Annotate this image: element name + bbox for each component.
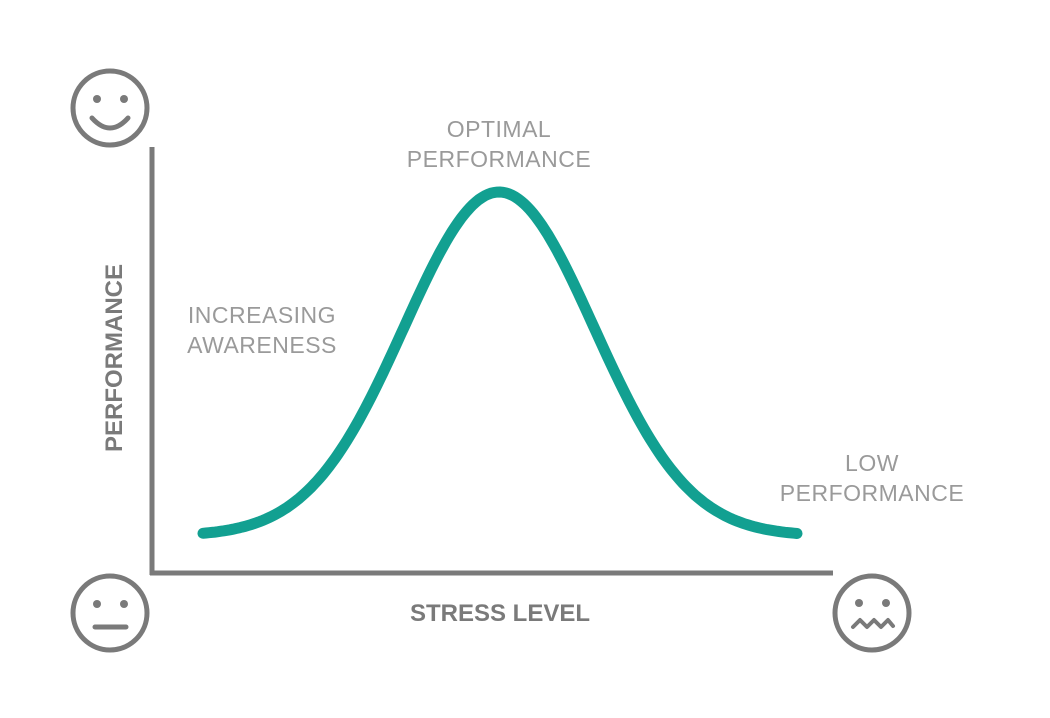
annotation-falling: LOW PERFORMANCE [780, 450, 964, 506]
annotation-rising-line-2: AWARENESS [187, 332, 337, 358]
annotation-rising-line-1: INCREASING [188, 302, 336, 328]
x-axis-label: STRESS LEVEL [410, 600, 590, 627]
neutral-face-icon [70, 573, 150, 653]
performance-curve [197, 186, 803, 539]
y-axis-label: PERFORMANCE [101, 264, 128, 452]
annotation-peak: OPTIMAL PERFORMANCE [407, 116, 591, 172]
annotation-rising: INCREASING AWARENESS [187, 302, 337, 358]
annotation-peak-line-2: PERFORMANCE [407, 146, 591, 172]
axes [149, 147, 833, 576]
annotation-falling-line-2: PERFORMANCE [780, 480, 964, 506]
annotation-peak-line-1: OPTIMAL [447, 116, 551, 142]
anxious-face-icon [832, 573, 912, 653]
annotation-falling-line-1: LOW [845, 450, 899, 476]
happy-face-icon [70, 68, 150, 148]
